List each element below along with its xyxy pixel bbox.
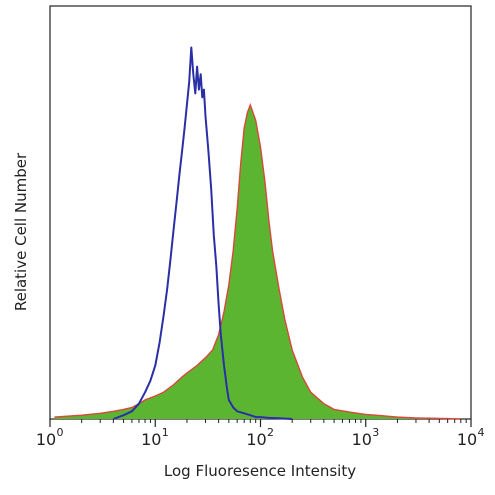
x-tick-exponent: 3: [372, 426, 379, 439]
x-tick-label: 10: [457, 430, 477, 449]
x-axis-title: Log Fluoresence Intensity: [164, 462, 356, 480]
x-tick-label: 10: [141, 430, 161, 449]
x-tick-exponent: 1: [162, 426, 169, 439]
x-tick-label: 10: [246, 430, 266, 449]
x-tick-label: 10: [36, 430, 56, 449]
y-axis-title: Relative Cell Number: [12, 152, 30, 311]
x-tick-exponent: 0: [57, 426, 64, 439]
x-axis-ticks: 10 0 10 1 10 2 10 3 10 4: [36, 419, 485, 449]
x-tick-exponent: 2: [267, 426, 274, 439]
x-tick-label: 10: [352, 430, 372, 449]
x-tick-exponent: 4: [478, 426, 485, 439]
